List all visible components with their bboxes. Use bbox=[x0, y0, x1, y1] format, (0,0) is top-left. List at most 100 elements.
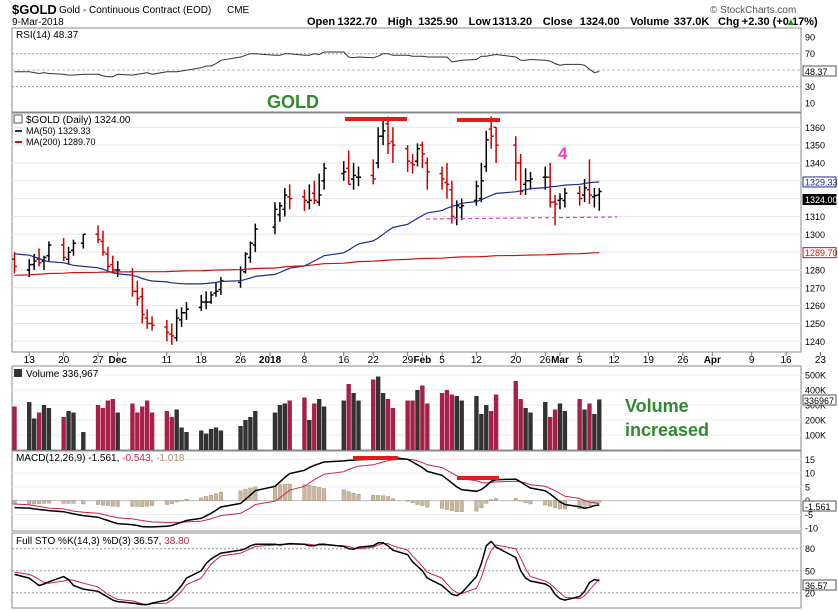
volume-bar bbox=[562, 411, 568, 450]
macd-hist-bar bbox=[282, 483, 287, 501]
ohlc-value: 1325.90 bbox=[418, 16, 458, 28]
volume-bar bbox=[302, 397, 307, 450]
date-tick-label: 12 bbox=[608, 355, 620, 366]
volume-annotation-line2: increased bbox=[625, 420, 709, 440]
macd-hist-bar bbox=[484, 500, 489, 504]
macd-hist-bar bbox=[199, 497, 204, 501]
macd-hist-bar bbox=[351, 493, 356, 501]
exchange-label: CME bbox=[227, 5, 250, 16]
date-tick-label: 18 bbox=[196, 355, 208, 366]
ohlc-bar bbox=[311, 180, 317, 204]
wave-4-annotation: 4 bbox=[558, 144, 568, 163]
ohlc-bar bbox=[346, 150, 352, 186]
volume-bar bbox=[444, 390, 450, 450]
volume-bar bbox=[380, 393, 386, 450]
ohlc-value: 337.0K bbox=[674, 16, 710, 28]
macd-hist-bar bbox=[204, 496, 209, 501]
volume-bar bbox=[243, 420, 248, 450]
macd-hist-bar bbox=[489, 499, 494, 501]
ohlc-bar bbox=[356, 166, 361, 187]
macd-hist-bar bbox=[27, 500, 32, 505]
price-tick-label: 1350 bbox=[805, 141, 825, 151]
ohlc-bar bbox=[277, 202, 283, 222]
macd-hist-bar bbox=[71, 500, 76, 504]
volume-bar bbox=[346, 384, 351, 450]
stochastic-panel: Full STO %K(14,3) %D(3) 36.57, 38.80 80 5… bbox=[11, 532, 837, 609]
volume-bar bbox=[371, 379, 376, 450]
macd-hist-bar bbox=[385, 496, 390, 501]
ohlc-bar bbox=[493, 126, 499, 163]
date-tick-label: Apr bbox=[704, 355, 721, 366]
price-tag-text: 1324.00 bbox=[805, 195, 838, 205]
macd-hist-bar bbox=[459, 500, 464, 512]
volume-bar bbox=[518, 399, 523, 450]
volume-bar bbox=[31, 418, 37, 450]
ohlc-bar bbox=[370, 159, 376, 185]
date-tick-label: 22 bbox=[368, 355, 380, 366]
macd-hist-bar bbox=[420, 500, 425, 506]
volume-bar bbox=[46, 408, 52, 450]
volume-tick-label: 400K bbox=[805, 386, 826, 396]
macd-hist-bar bbox=[577, 500, 582, 510]
macd-histogram bbox=[12, 483, 602, 512]
ohlc-bar bbox=[410, 154, 416, 174]
rsi-tick-label: 90 bbox=[805, 33, 815, 43]
ohlc-bar bbox=[95, 225, 101, 244]
volume-bar bbox=[66, 411, 71, 450]
date-tick-label: 2018 bbox=[259, 355, 282, 366]
ohlc-bar bbox=[591, 187, 597, 208]
date-tick-label: 26 bbox=[540, 355, 552, 366]
macd-tick-label: -10 bbox=[805, 524, 818, 534]
price-tick-label: 1360 bbox=[805, 123, 825, 133]
support-dashed-line bbox=[425, 216, 618, 220]
rsi-panel: RSI(14) 48.37 9070503010 48.37 bbox=[11, 27, 837, 113]
price-tick-label: 1300 bbox=[805, 230, 825, 240]
price-title: $GOLD (Daily) 1324.00 bbox=[26, 115, 131, 126]
ma50-line bbox=[14, 181, 600, 285]
macd-hist-bar bbox=[557, 500, 562, 510]
chart-header: $GOLD Gold - Continuous Contract (EOD) C… bbox=[12, 2, 818, 28]
macd-hist-bar bbox=[164, 500, 169, 505]
ohlc-bar bbox=[321, 162, 327, 190]
volume-bar bbox=[140, 406, 145, 450]
macd-panel: MACD(12,26,9) -1.561, -0.543, -1.018 15 1… bbox=[11, 450, 837, 534]
macd-hist-bar bbox=[41, 500, 46, 504]
ohlc-bar bbox=[213, 282, 219, 297]
volume-bar bbox=[523, 408, 528, 450]
macd-hist-bar bbox=[135, 500, 140, 507]
ohlc-bar bbox=[282, 187, 288, 217]
volume-bar bbox=[543, 402, 548, 450]
volume-label: Volume 336,967 bbox=[26, 369, 99, 380]
volume-bar bbox=[557, 403, 563, 450]
sto-tick-label: 80 bbox=[805, 544, 815, 554]
ohlc-bar bbox=[513, 136, 519, 181]
volume-bar bbox=[425, 403, 430, 450]
macd-hist-bar bbox=[307, 485, 312, 501]
volume-value-tag: 336967 bbox=[802, 394, 837, 406]
rsi-label: RSI(14) 48.37 bbox=[16, 30, 79, 41]
ohlc-bar bbox=[100, 230, 106, 256]
ohlc-bar bbox=[134, 280, 140, 306]
macd-hist-bar bbox=[381, 495, 386, 501]
macd-hist-bar bbox=[66, 500, 71, 504]
ohlc-bar bbox=[46, 241, 52, 262]
macd-hist-bar bbox=[444, 500, 449, 510]
price-tick-label: 1270 bbox=[805, 283, 825, 293]
date-tick-label: 29 bbox=[402, 355, 414, 366]
ohlc-bar bbox=[547, 162, 553, 208]
volume-bar bbox=[547, 417, 553, 450]
date-tick-label: 20 bbox=[510, 355, 522, 366]
macd-tick-label: -5 bbox=[805, 510, 813, 520]
ohlc-bar bbox=[252, 223, 258, 253]
volume-bar bbox=[307, 420, 312, 450]
macd-hist-bar bbox=[302, 484, 307, 501]
rsi-tick-label: 70 bbox=[805, 49, 815, 59]
macd-label-signal: -0.543, bbox=[122, 453, 153, 464]
macd-signal-line bbox=[14, 458, 600, 523]
macd-hist-bar bbox=[61, 500, 66, 504]
volume-bar bbox=[484, 405, 489, 450]
volume-bar bbox=[253, 411, 258, 450]
gold-annotation: GOLD bbox=[267, 92, 319, 112]
macd-hist-bar bbox=[449, 500, 454, 511]
